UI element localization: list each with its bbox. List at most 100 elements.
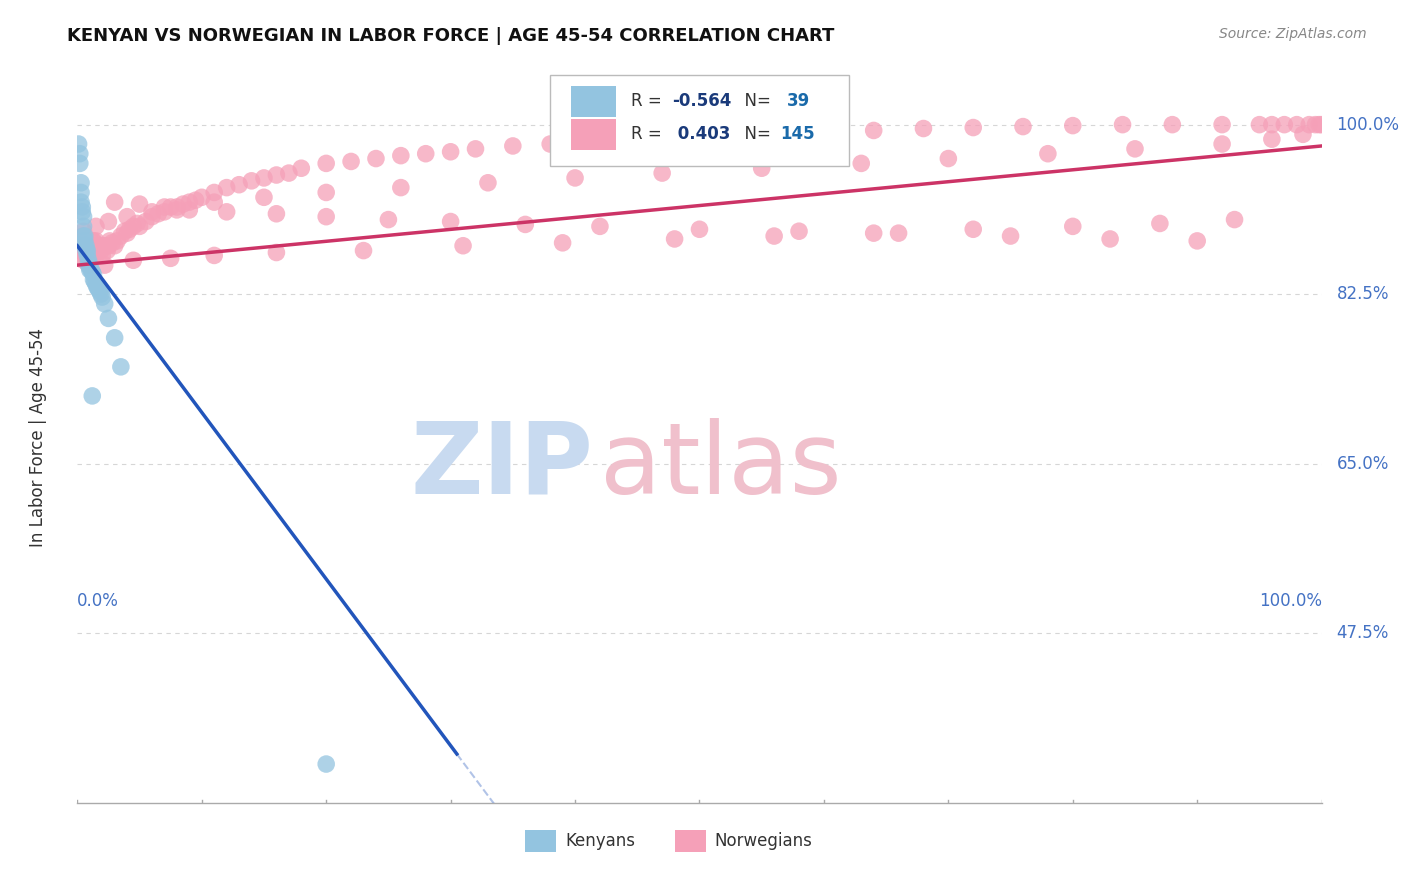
Point (69, 146, 91, 161)
Point (77, 258, 100, 272)
Point (128, 197, 150, 211)
Point (84, 277, 107, 292)
Point (1272, 118, 1295, 132)
Point (664, 131, 686, 145)
Text: In Labor Force | Age 45-54: In Labor Force | Age 45-54 (28, 327, 46, 547)
Point (202, 248, 225, 262)
Point (1249, 118, 1271, 132)
Point (105, 234, 128, 248)
Point (82, 265, 104, 279)
Point (141, 210, 163, 224)
Point (1036, 146, 1059, 161)
Bar (675, 830, 706, 852)
Point (315, 757, 337, 772)
Point (215, 180, 238, 194)
Point (1292, 128, 1315, 142)
Point (76, 244, 98, 258)
Point (75, 238, 97, 252)
Text: atlas: atlas (600, 417, 842, 515)
Point (664, 232, 686, 246)
Point (82, 234, 104, 248)
Point (862, 123, 884, 137)
Point (515, 218, 537, 232)
Point (70, 195, 93, 210)
Point (651, 166, 673, 180)
Point (90, 244, 112, 258)
Text: KENYAN VS NORWEGIAN IN LABOR FORCE | AGE 45-54 CORRELATION CHART: KENYAN VS NORWEGIAN IN LABOR FORCE | AGE… (67, 27, 835, 45)
Point (69, 156, 91, 170)
Text: ZIP: ZIP (411, 417, 593, 515)
Text: N=: N= (734, 93, 776, 111)
Point (172, 197, 194, 211)
Point (1099, 232, 1122, 246)
Point (70, 176, 93, 190)
Point (72, 219, 94, 234)
Point (91, 290, 114, 304)
Point (135, 214, 157, 228)
Text: 100.0%: 100.0% (1337, 116, 1399, 134)
Point (73, 244, 96, 258)
Point (1285, 118, 1308, 132)
Point (439, 145, 461, 159)
Point (104, 195, 127, 210)
Text: 65.0%: 65.0% (1337, 455, 1389, 473)
Point (340, 154, 363, 169)
Point (75, 238, 97, 252)
Point (91, 248, 114, 262)
Point (97, 238, 120, 252)
Text: 0.403: 0.403 (672, 125, 731, 144)
Point (84, 248, 107, 262)
Point (253, 170, 276, 185)
Point (166, 202, 188, 217)
Point (1111, 118, 1133, 132)
Point (98, 234, 121, 248)
Text: 0.0%: 0.0% (77, 592, 120, 610)
Point (110, 359, 132, 374)
Point (439, 214, 461, 228)
Point (83, 268, 105, 282)
Point (91, 238, 114, 252)
Point (184, 193, 207, 207)
Point (97, 214, 120, 228)
Point (153, 200, 176, 214)
Point (564, 170, 586, 185)
FancyBboxPatch shape (550, 75, 849, 167)
Point (89, 238, 111, 252)
Point (73, 238, 96, 252)
Point (77, 253, 100, 268)
Point (962, 222, 984, 236)
Point (122, 253, 145, 268)
Point (813, 125, 835, 139)
Point (389, 180, 412, 194)
Bar (526, 830, 557, 852)
Text: R =: R = (631, 93, 666, 111)
Point (315, 186, 337, 200)
Point (73, 229, 96, 244)
Point (290, 161, 312, 176)
Point (1012, 120, 1035, 134)
Point (70, 248, 93, 262)
Point (86, 280, 108, 294)
Point (83, 273, 105, 287)
Point (114, 224, 136, 238)
Text: 100.0%: 100.0% (1258, 592, 1322, 610)
Bar (571, 86, 616, 117)
Text: 145: 145 (780, 125, 815, 144)
Point (83, 238, 105, 252)
Point (191, 190, 214, 204)
Point (179, 195, 201, 210)
Point (80, 263, 103, 277)
Point (69, 244, 91, 258)
Point (179, 202, 201, 217)
Point (104, 238, 127, 252)
Point (551, 235, 574, 250)
Point (72, 229, 94, 244)
Point (72, 224, 94, 238)
Point (76, 248, 98, 262)
Point (713, 129, 735, 144)
Text: 82.5%: 82.5% (1337, 285, 1389, 303)
Point (159, 200, 181, 214)
Point (77, 258, 100, 272)
Point (1261, 132, 1284, 146)
Point (76, 244, 98, 258)
